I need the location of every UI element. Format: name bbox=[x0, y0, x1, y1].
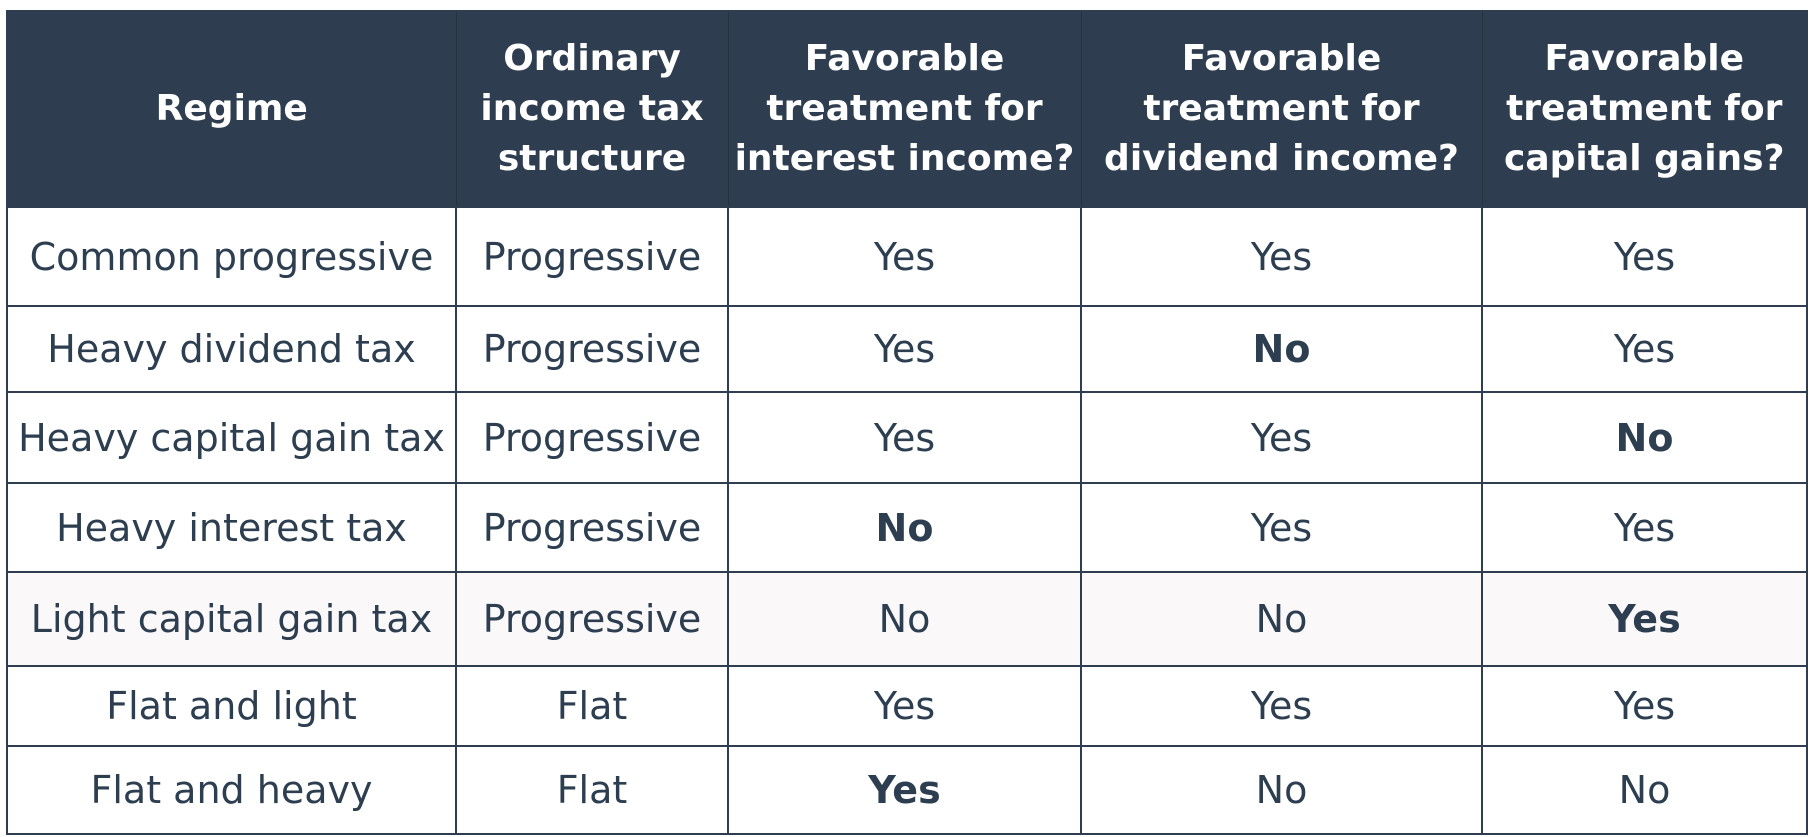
table-header: Regime Ordinary income tax structure Fav… bbox=[6, 11, 1807, 207]
cell-dividend: No bbox=[1080, 305, 1483, 393]
cell-interest: Yes bbox=[727, 206, 1082, 307]
table-body: Common progressive Progressive Yes Yes Y… bbox=[6, 206, 1808, 835]
cell-dividend: Yes bbox=[1080, 665, 1483, 747]
table-row: Flat and heavy Flat Yes No No bbox=[6, 745, 1808, 835]
table-row: Light capital gain tax Progressive No No… bbox=[6, 571, 1808, 667]
cell-interest: No bbox=[727, 571, 1082, 667]
cell-regime: Heavy interest tax bbox=[6, 482, 457, 573]
tax-regime-table: Regime Ordinary income tax structure Fav… bbox=[6, 10, 1808, 835]
cell-capital-gains: Yes bbox=[1481, 482, 1808, 573]
cell-structure: Progressive bbox=[455, 482, 729, 573]
header-interest-treatment: Favorable treatment for interest income? bbox=[727, 11, 1081, 207]
table-row: Heavy capital gain tax Progressive Yes Y… bbox=[6, 391, 1808, 484]
cell-regime: Heavy dividend tax bbox=[6, 305, 457, 393]
cell-capital-gains: Yes bbox=[1481, 206, 1808, 307]
cell-interest: Yes bbox=[727, 305, 1082, 393]
cell-structure: Flat bbox=[455, 665, 729, 747]
cell-dividend: Yes bbox=[1080, 482, 1483, 573]
cell-interest: No bbox=[727, 482, 1082, 573]
cell-regime: Flat and light bbox=[6, 665, 457, 747]
cell-structure: Progressive bbox=[455, 391, 729, 484]
table-row: Heavy dividend tax Progressive Yes No Ye… bbox=[6, 305, 1808, 393]
cell-interest: Yes bbox=[727, 745, 1082, 835]
cell-regime: Heavy capital gain tax bbox=[6, 391, 457, 484]
cell-capital-gains: No bbox=[1481, 745, 1808, 835]
cell-capital-gains: Yes bbox=[1481, 305, 1808, 393]
cell-structure: Progressive bbox=[455, 571, 729, 667]
header-capital-gains-treatment: Favorable treatment for capital gains? bbox=[1481, 11, 1807, 207]
table-row: Common progressive Progressive Yes Yes Y… bbox=[6, 206, 1808, 307]
cell-dividend: No bbox=[1080, 571, 1483, 667]
cell-interest: Yes bbox=[727, 665, 1082, 747]
cell-capital-gains: No bbox=[1481, 391, 1808, 484]
cell-structure: Flat bbox=[455, 745, 729, 835]
cell-capital-gains: Yes bbox=[1481, 665, 1808, 747]
table-row: Flat and light Flat Yes Yes Yes bbox=[6, 665, 1808, 747]
header-dividend-treatment: Favorable treatment for dividend income? bbox=[1080, 11, 1482, 207]
cell-dividend: Yes bbox=[1080, 391, 1483, 484]
cell-regime: Light capital gain tax bbox=[6, 571, 457, 667]
cell-structure: Progressive bbox=[455, 305, 729, 393]
cell-structure: Progressive bbox=[455, 206, 729, 307]
header-income-tax-structure: Ordinary income tax structure bbox=[455, 11, 728, 207]
cell-dividend: Yes bbox=[1080, 206, 1483, 307]
table-row: Heavy interest tax Progressive No Yes Ye… bbox=[6, 482, 1808, 573]
cell-regime: Flat and heavy bbox=[6, 745, 457, 835]
cell-regime: Common progressive bbox=[6, 206, 457, 307]
header-row: Regime Ordinary income tax structure Fav… bbox=[6, 11, 1807, 207]
cell-dividend: No bbox=[1080, 745, 1483, 835]
cell-interest: Yes bbox=[727, 391, 1082, 484]
header-regime: Regime bbox=[6, 11, 456, 207]
cell-capital-gains: Yes bbox=[1481, 571, 1808, 667]
tax-regime-table-container: Regime Ordinary income tax structure Fav… bbox=[6, 10, 1808, 835]
